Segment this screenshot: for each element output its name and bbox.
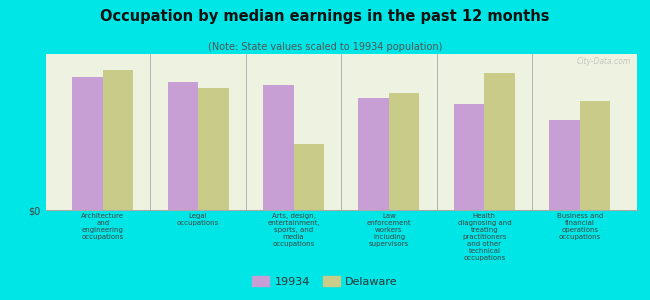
Bar [168,82,198,210]
Bar [358,98,389,210]
Bar [72,77,103,210]
Text: (Note: State values scaled to 19934 population): (Note: State values scaled to 19934 popu… [208,42,442,52]
Bar [454,104,484,210]
Bar [103,70,133,210]
Bar [549,119,580,210]
Bar [263,85,294,210]
Bar [484,73,515,210]
Bar [580,101,610,210]
Text: Occupation by median earnings in the past 12 months: Occupation by median earnings in the pas… [100,9,550,24]
Text: City-Data.com: City-Data.com [577,57,631,66]
Bar [389,93,419,210]
Bar [198,88,229,210]
Legend: 19934, Delaware: 19934, Delaware [248,272,402,291]
Bar [294,145,324,210]
